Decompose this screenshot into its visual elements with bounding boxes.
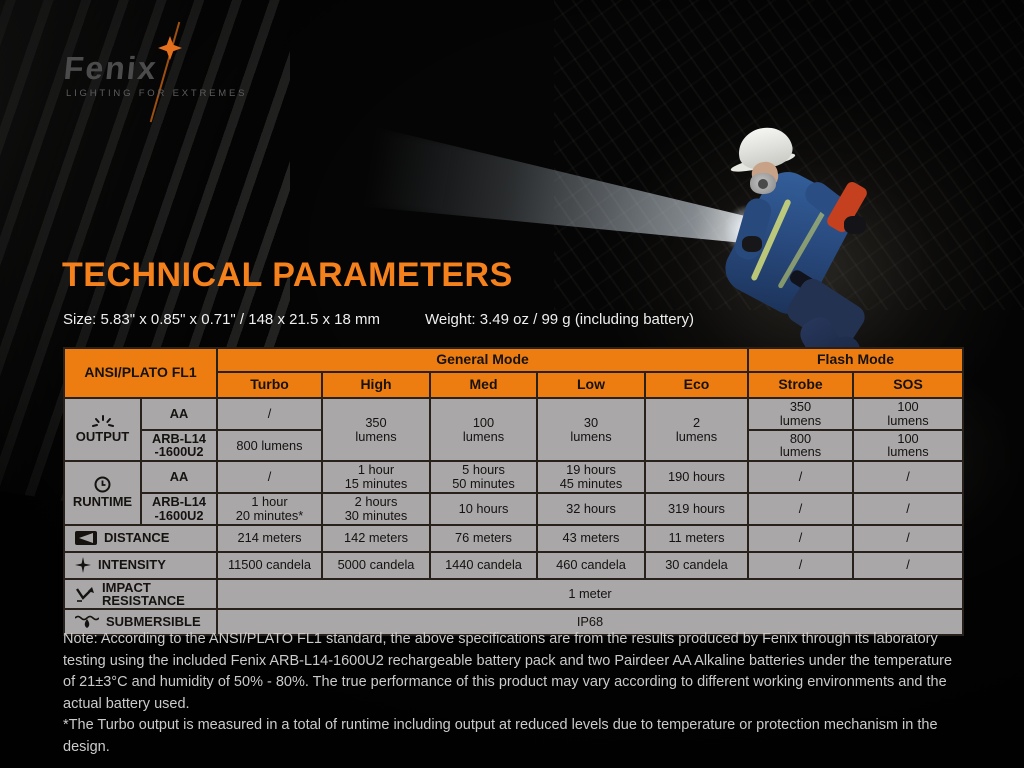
battery-aa: AA <box>140 397 218 431</box>
row-label-runtime: RUNTIME <box>63 460 142 526</box>
distance-med: 76 meters <box>429 523 538 553</box>
runtime-aa-high: 1 hour 15 minutes <box>321 460 431 494</box>
submersible-icon <box>75 615 99 628</box>
output-aa-turbo: / <box>216 397 323 431</box>
runtime-aa-eco: 190 hours <box>644 460 749 494</box>
intensity-turbo: 11500 candela <box>216 550 323 580</box>
weight-spec: Weight: 3.49 oz / 99 g (including batter… <box>425 311 695 328</box>
clock-icon <box>94 476 111 493</box>
distance-eco: 11 meters <box>644 523 749 553</box>
output-arb-sos: 100 lumens <box>851 428 965 463</box>
intensity-strobe: / <box>747 550 854 580</box>
header-sos: SOS <box>851 371 965 399</box>
header-med: Med <box>429 371 538 399</box>
header-low: Low <box>536 371 646 399</box>
output-high: 350 lumens <box>321 396 431 463</box>
header-turbo: Turbo <box>216 371 323 399</box>
runtime-aa-low: 19 hours 45 minutes <box>536 460 646 494</box>
runtime-arb-low: 32 hours <box>536 491 646 526</box>
distance-high: 142 meters <box>321 523 431 553</box>
runtime-arb-turbo: 1 hour 20 minutes* <box>216 491 323 526</box>
battery-arb: ARB-L14 -1600U2 <box>140 491 218 526</box>
brand-wordmark: Fenix <box>62 50 160 86</box>
impact-value: 1 meter <box>215 577 965 610</box>
runtime-arb-strobe: / <box>747 491 854 526</box>
output-low: 30 lumens <box>536 396 646 463</box>
output-aa-strobe: 350 lumens <box>747 397 854 431</box>
output-arb-turbo: 800 lumens <box>216 428 323 463</box>
intensity-eco: 30 candela <box>644 550 749 580</box>
header-eco: Eco <box>644 371 749 399</box>
output-eco: 2 lumens <box>644 396 749 463</box>
output-aa-sos: 100 lumens <box>851 397 965 431</box>
submersible-value: IP68 <box>215 608 965 636</box>
row-label-distance: DISTANCE <box>63 523 218 553</box>
header-high: High <box>321 371 431 399</box>
runtime-arb-eco: 319 hours <box>644 491 749 526</box>
turbo-footnote: *The Turbo output is measured in a total… <box>63 717 938 755</box>
spec-table-wrapper: ANSI/PLATO FL1 General Mode Flash Mode T… <box>63 347 965 636</box>
spec-table: ANSI/PLATO FL1 General Mode Flash Mode T… <box>63 347 965 636</box>
shine-icon <box>91 415 114 428</box>
header-standard: ANSI/PLATO FL1 <box>63 347 218 399</box>
intensity-med: 1440 candela <box>429 550 538 580</box>
header-general-mode: General Mode <box>216 347 749 373</box>
distance-low: 43 meters <box>536 523 646 553</box>
row-label-intensity: INTENSITY <box>63 550 218 580</box>
runtime-arb-high: 2 hours 30 minutes <box>321 491 431 526</box>
runtime-aa-med: 5 hours 50 minutes <box>429 460 538 494</box>
distance-turbo: 214 meters <box>216 523 323 553</box>
page-title: TECHNICAL PARAMETERS <box>62 256 513 294</box>
intensity-low: 460 candela <box>536 550 646 580</box>
row-label-submersible: SUBMERSIBLE <box>63 608 218 636</box>
runtime-arb-med: 10 hours <box>429 491 538 526</box>
row-label-output: OUTPUT <box>63 396 142 463</box>
runtime-arb-sos: / <box>851 491 965 526</box>
intensity-high: 5000 candela <box>321 550 431 580</box>
size-spec: Size: 5.83" x 0.85" x 0.71" / 148 x 21.5… <box>63 311 380 328</box>
header-flash-mode: Flash Mode <box>746 347 965 373</box>
logo-star-icon <box>158 36 182 60</box>
header-strobe: Strobe <box>747 371 854 399</box>
beam-distance-icon <box>75 531 97 545</box>
impact-drop-icon <box>76 586 94 602</box>
distance-sos: / <box>851 523 965 553</box>
output-arb-strobe: 800 lumens <box>747 428 854 463</box>
intensity-icon <box>75 557 91 573</box>
runtime-aa-strobe: / <box>747 460 854 494</box>
distance-strobe: / <box>747 523 854 553</box>
footnotes: Note: According to the ANSI/PLATO FL1 st… <box>63 629 965 758</box>
battery-aa: AA <box>140 460 218 494</box>
battery-arb: ARB-L14 -1600U2 <box>140 428 218 463</box>
intensity-sos: / <box>851 550 965 580</box>
row-label-impact: IMPACT RESISTANCE <box>63 577 218 610</box>
runtime-aa-sos: / <box>851 460 965 494</box>
fenix-logo: Fenix LIGHTING FOR EXTREMES <box>62 21 282 123</box>
brand-tagline: LIGHTING FOR EXTREMES <box>66 88 248 99</box>
note-paragraph: Note: According to the ANSI/PLATO FL1 st… <box>63 631 953 712</box>
runtime-aa-turbo: / <box>216 460 323 494</box>
output-med: 100 lumens <box>429 396 538 463</box>
